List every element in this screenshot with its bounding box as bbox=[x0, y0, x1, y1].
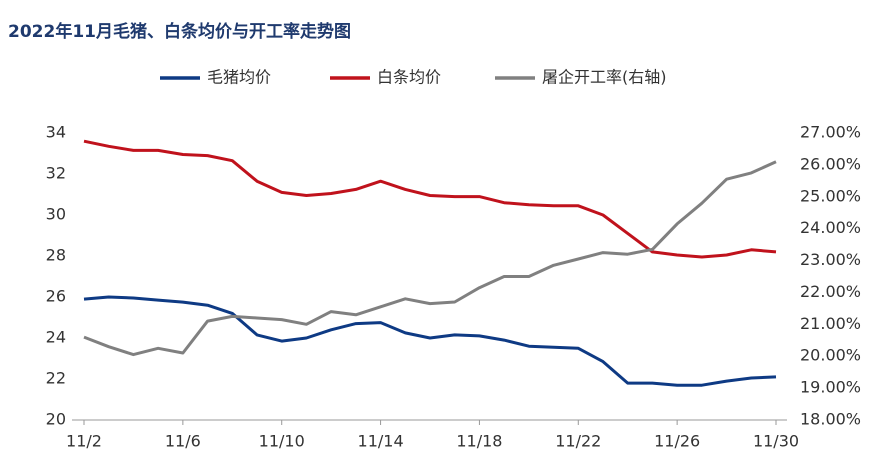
y-tick-label: 30 bbox=[46, 205, 66, 224]
y2-tick-label: 27.00% bbox=[800, 123, 861, 142]
x-tick-label: 11/22 bbox=[555, 432, 601, 451]
y2-tick-label: 21.00% bbox=[800, 314, 861, 333]
y-tick-label: 20 bbox=[46, 410, 66, 429]
y2-tick-label: 25.00% bbox=[800, 186, 861, 205]
y-tick-label: 28 bbox=[46, 246, 66, 265]
y2-tick-label: 26.00% bbox=[800, 154, 861, 173]
x-tick-label: 11/10 bbox=[259, 432, 305, 451]
legend-label: 屠企开工率(右轴) bbox=[542, 68, 667, 87]
x-tick-label: 11/26 bbox=[654, 432, 700, 451]
series-line bbox=[83, 139, 777, 259]
chart-title: 2022年11月毛猪、白条均价与开工率走势图 bbox=[8, 21, 351, 42]
y2-tick-label: 23.00% bbox=[800, 250, 861, 269]
y2-tick-label: 24.00% bbox=[800, 218, 861, 237]
x-tick-label: 11/30 bbox=[753, 432, 799, 451]
y-tick-label: 26 bbox=[46, 287, 66, 306]
x-tick-label: 11/6 bbox=[165, 432, 201, 451]
y2-tick-label: 19.00% bbox=[800, 378, 861, 397]
y2-tick-label: 20.00% bbox=[800, 346, 861, 365]
series-line bbox=[83, 160, 777, 357]
y-tick-label: 34 bbox=[46, 123, 66, 142]
y-tick-label: 22 bbox=[46, 369, 66, 388]
x-tick-label: 11/18 bbox=[456, 432, 502, 451]
legend-label: 白条均价 bbox=[377, 68, 441, 87]
y-tick-label: 24 bbox=[46, 328, 66, 347]
x-tick-label: 11/14 bbox=[358, 432, 404, 451]
legend-label: 毛猪均价 bbox=[207, 68, 271, 87]
x-tick-label: 11/2 bbox=[66, 432, 102, 451]
y-tick-label: 32 bbox=[46, 164, 66, 183]
y2-tick-label: 22.00% bbox=[800, 282, 861, 301]
y2-tick-label: 18.00% bbox=[800, 410, 861, 429]
series-line bbox=[83, 295, 777, 387]
